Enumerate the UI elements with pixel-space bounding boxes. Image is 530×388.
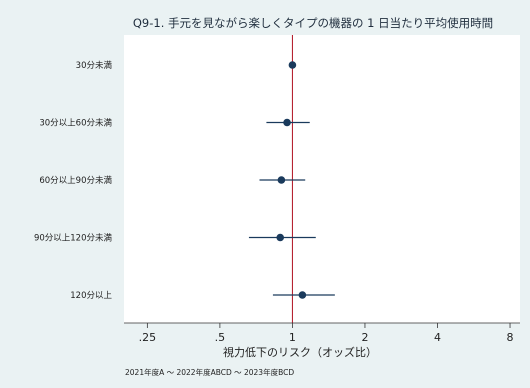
point-estimate — [298, 291, 307, 299]
x-tick-label: 1 — [289, 331, 296, 344]
category-label: 120分以上 — [70, 291, 112, 301]
category-label: 90分以上120分未満 — [34, 233, 113, 244]
category-label: 60分以上90分未満 — [39, 175, 112, 186]
point-estimate — [288, 61, 297, 69]
category-labels: 30分未満 30分以上60分未満 60分以上90分未満 90分以上120分未満 120分… — [34, 60, 113, 301]
x-tick-label: 8 — [507, 331, 514, 344]
x-axis-ticks: .25 .5 1 2 4 8 — [139, 323, 514, 344]
category-label: 30分未満 — [76, 60, 113, 71]
plot-area — [124, 35, 520, 323]
x-tick-label: .5 — [215, 331, 226, 344]
x-axis-label: 視力低下のリスク（オッズ比） — [223, 345, 377, 359]
footnote: 2021年度A ～ 2022年度ABCD ～ 2023年度BCD — [125, 367, 294, 377]
chart-title: Q9-1. 手元を見ながら楽しくタイプの機器の 1 日当たり平均使用時間 — [133, 16, 493, 30]
point-estimate — [283, 118, 291, 127]
x-tick-label: 2 — [361, 331, 368, 344]
x-tick-label: .25 — [139, 331, 157, 344]
category-label: 30分以上60分未満 — [39, 118, 112, 129]
point-estimate — [276, 233, 285, 242]
point-estimate — [277, 176, 286, 184]
x-tick-label: 4 — [434, 331, 441, 344]
data-marks — [248, 61, 335, 299]
